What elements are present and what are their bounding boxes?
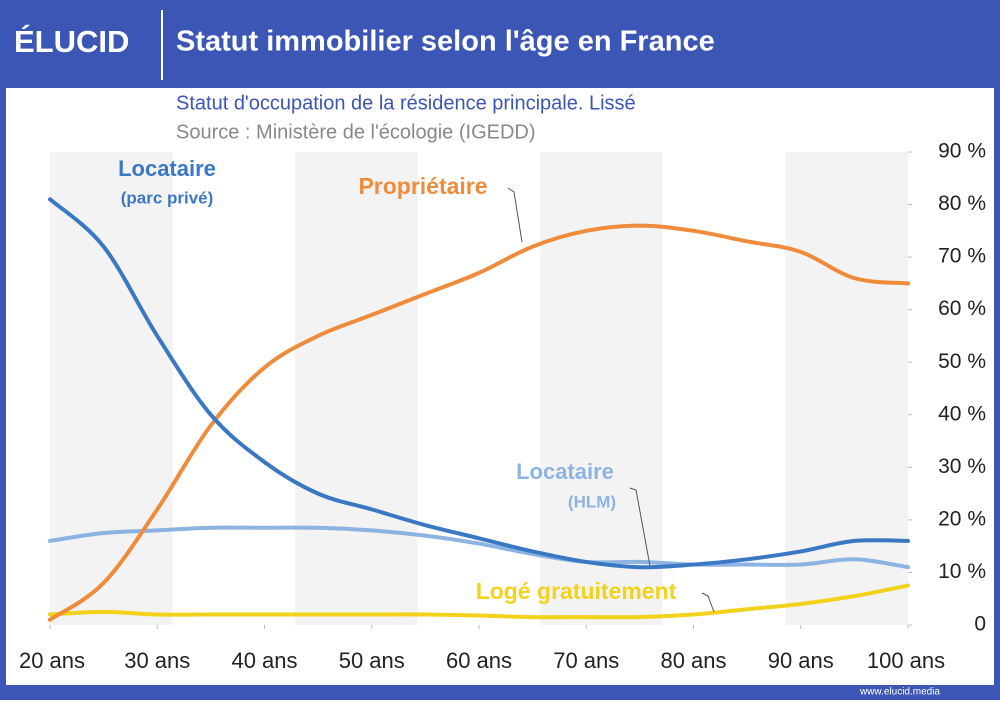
y-tick-label: 60 % [938,297,986,320]
y-tick-label: 70 % [938,245,986,268]
x-tick-label: 80 ans [660,648,726,673]
y-tick-label: 50 % [938,350,986,373]
series-label: Logé gratuitement [476,578,677,604]
band [295,152,418,625]
x-tick-label: 60 ans [446,648,512,673]
x-tick-label: 30 ans [124,648,190,673]
band [785,152,908,625]
x-tick-label: 70 ans [553,648,619,673]
series-line [48,223,910,622]
logo: ÉLUCID [14,24,129,59]
band [662,152,786,625]
series-label: Locataire [118,156,216,181]
leader-line [701,592,715,613]
y-tick-label: 10 % [938,560,986,583]
y-tick-label: 20 % [938,507,986,530]
y-tick-label: 40 % [938,402,986,425]
source: Source : Ministère de l'écologie (IGEDD) [176,121,536,143]
x-tick-label: 20 ans [19,648,85,673]
x-tick-label: 100 ans [867,648,945,673]
band [50,152,173,625]
subtitle: Statut d'occupation de la résidence prin… [176,92,636,114]
series-label: Locataire [516,459,614,484]
y-tick-label: 80 % [938,192,986,215]
leaders [507,187,715,613]
y-tick-label: 90 % [938,140,986,163]
series-line [48,525,910,570]
series-label: Propriétaire [358,173,487,199]
series-label: (parc privé) [121,188,214,207]
band [540,152,663,625]
leader-line [507,187,523,243]
x-tick-label: 40 ans [231,648,297,673]
leader-line [629,487,651,567]
series-line [48,583,910,620]
x-tick-label: 90 ans [768,648,834,673]
footer-url: www.elucid.media [859,687,940,698]
y-tick-label: 0 [974,613,986,636]
title: Statut immobilier selon l'âge en France [176,26,715,58]
series-label: (HLM) [568,492,616,511]
y-tick-label: 30 % [938,455,986,478]
x-tick-label: 50 ans [339,648,405,673]
series-line [48,197,910,570]
